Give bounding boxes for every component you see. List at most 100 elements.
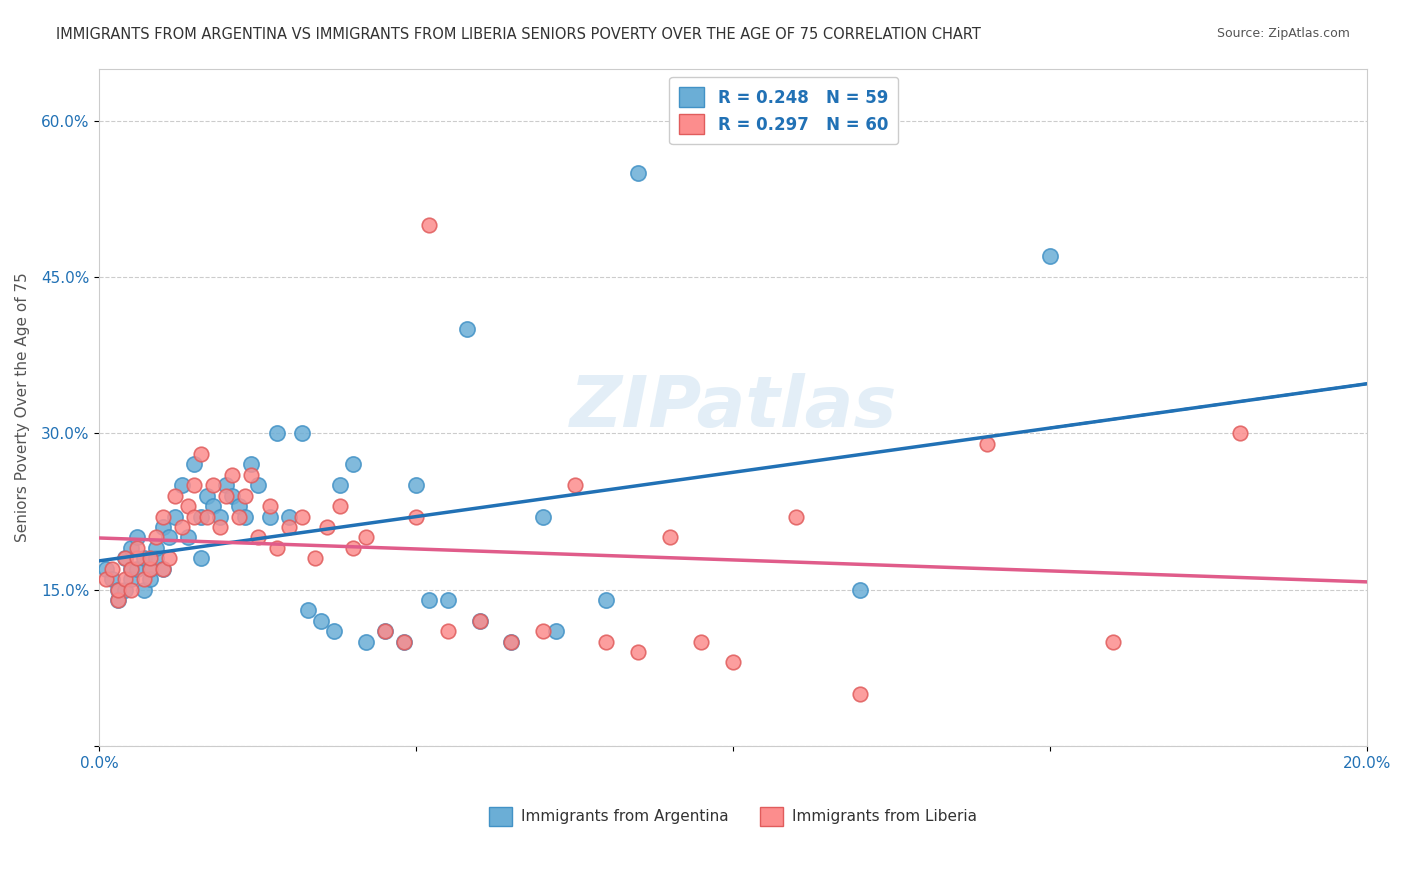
Point: [127, 530, 149, 544]
Point: [468, 614, 491, 628]
Point: [721, 656, 744, 670]
Point: [246, 530, 269, 544]
Point: [501, 634, 523, 648]
Point: [658, 530, 681, 544]
Point: [291, 426, 314, 441]
Point: [190, 551, 212, 566]
Point: [215, 478, 238, 492]
Point: [418, 218, 440, 232]
Text: ZIPatlas: ZIPatlas: [569, 373, 897, 442]
Point: [392, 634, 415, 648]
Point: [120, 582, 142, 597]
Point: [139, 562, 162, 576]
Point: [240, 467, 263, 482]
Point: [139, 562, 162, 576]
Point: [304, 551, 326, 566]
Point: [297, 603, 319, 617]
Point: [259, 499, 281, 513]
Point: [531, 509, 554, 524]
Point: [316, 520, 339, 534]
Point: [183, 478, 205, 492]
Point: [202, 478, 225, 492]
Point: [120, 572, 142, 586]
Point: [221, 467, 243, 482]
Point: [1229, 426, 1251, 441]
Point: [190, 447, 212, 461]
Point: [145, 541, 167, 555]
Point: [120, 541, 142, 555]
Point: [392, 634, 415, 648]
Point: [170, 478, 193, 492]
Point: [114, 551, 136, 566]
Point: [228, 509, 250, 524]
Point: [595, 634, 617, 648]
Point: [215, 489, 238, 503]
Point: [501, 634, 523, 648]
Point: [1102, 634, 1125, 648]
Point: [468, 614, 491, 628]
Point: [291, 509, 314, 524]
Point: [266, 541, 288, 555]
Point: [94, 562, 117, 576]
Point: [240, 458, 263, 472]
Point: [152, 520, 174, 534]
Point: [132, 572, 155, 586]
Point: [139, 572, 162, 586]
Point: [177, 499, 200, 513]
Point: [627, 645, 650, 659]
Point: [107, 593, 129, 607]
Point: [107, 582, 129, 597]
Point: [329, 478, 352, 492]
Point: [278, 520, 301, 534]
Point: [120, 562, 142, 576]
Point: [342, 541, 364, 555]
Point: [266, 426, 288, 441]
Point: [107, 593, 129, 607]
Point: [259, 509, 281, 524]
Text: Source: ZipAtlas.com: Source: ZipAtlas.com: [1216, 27, 1350, 40]
Point: [322, 624, 344, 639]
Point: [437, 624, 460, 639]
Point: [145, 530, 167, 544]
Point: [228, 499, 250, 513]
Point: [101, 562, 124, 576]
Point: [165, 489, 187, 503]
Point: [94, 572, 117, 586]
Point: [145, 551, 167, 566]
Point: [101, 572, 124, 586]
Point: [107, 582, 129, 597]
Point: [564, 478, 586, 492]
Point: [114, 582, 136, 597]
Point: [208, 509, 231, 524]
Point: [202, 499, 225, 513]
Point: [177, 530, 200, 544]
Y-axis label: Seniors Poverty Over the Age of 75: Seniors Poverty Over the Age of 75: [15, 272, 30, 542]
Point: [405, 478, 427, 492]
Point: [132, 551, 155, 566]
Point: [152, 509, 174, 524]
Point: [690, 634, 713, 648]
Point: [190, 509, 212, 524]
Point: [221, 489, 243, 503]
Text: IMMIGRANTS FROM ARGENTINA VS IMMIGRANTS FROM LIBERIA SENIORS POVERTY OVER THE AG: IMMIGRANTS FROM ARGENTINA VS IMMIGRANTS …: [56, 27, 981, 42]
Point: [233, 489, 256, 503]
Point: [309, 614, 332, 628]
Point: [157, 530, 180, 544]
Point: [329, 499, 352, 513]
Point: [456, 322, 478, 336]
Point: [127, 541, 149, 555]
Point: [127, 551, 149, 566]
Point: [437, 593, 460, 607]
Point: [785, 509, 807, 524]
Point: [342, 458, 364, 472]
Point: [183, 509, 205, 524]
Point: [157, 551, 180, 566]
Point: [627, 166, 650, 180]
Point: [976, 436, 998, 450]
Point: [354, 634, 377, 648]
Point: [114, 551, 136, 566]
Point: [139, 551, 162, 566]
Point: [544, 624, 567, 639]
Point: [233, 509, 256, 524]
Point: [208, 520, 231, 534]
